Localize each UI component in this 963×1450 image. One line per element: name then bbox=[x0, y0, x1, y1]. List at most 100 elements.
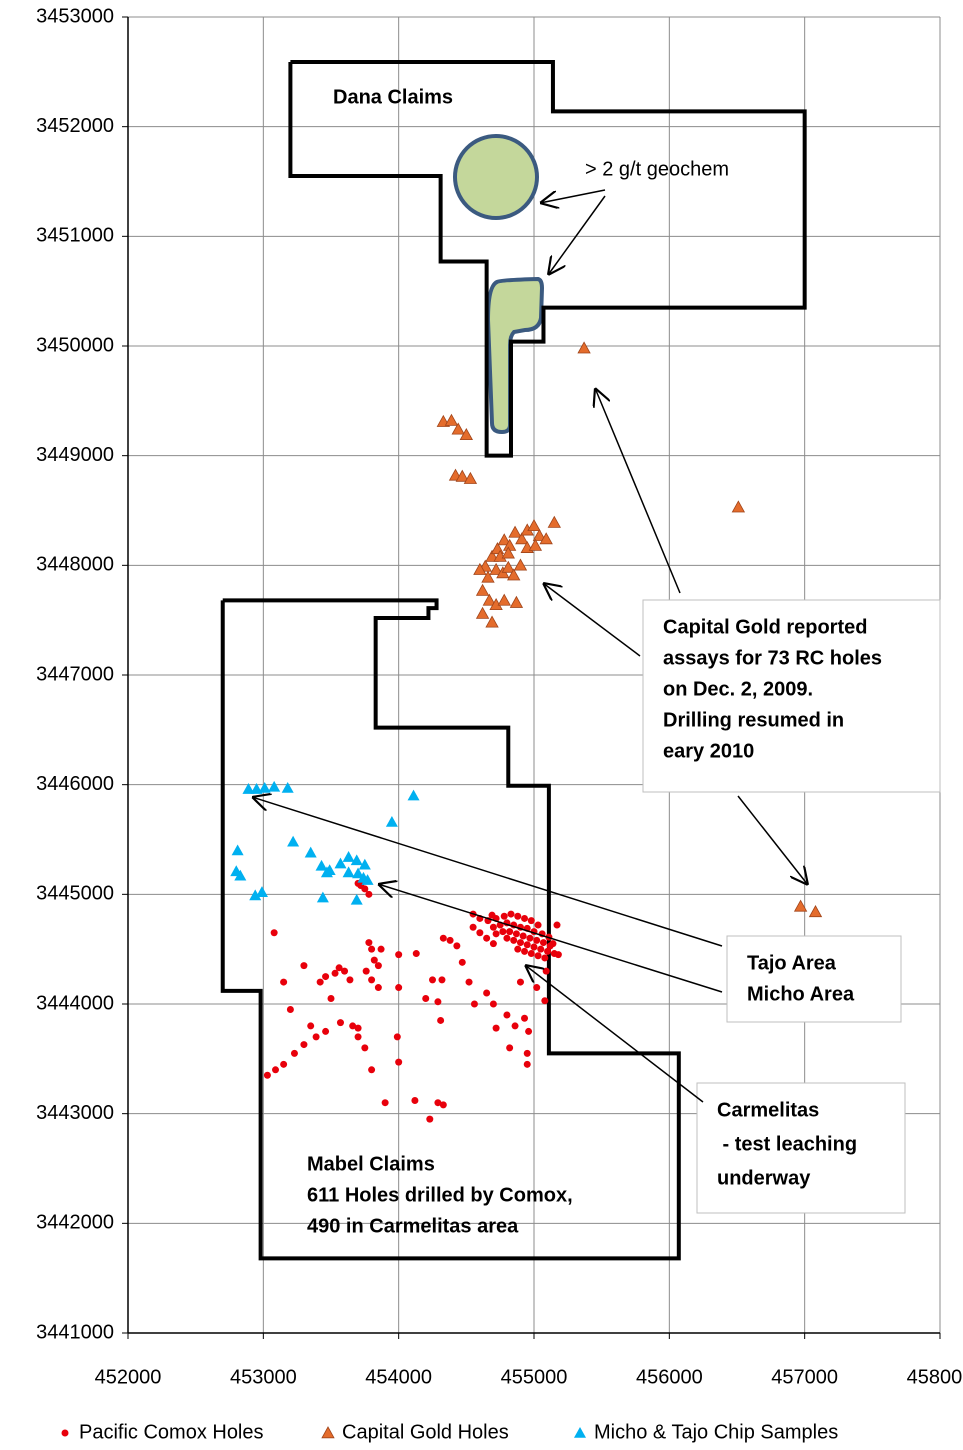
point bbox=[533, 984, 541, 992]
point bbox=[280, 1060, 288, 1068]
point bbox=[300, 962, 308, 970]
annotation: Drilling resumed in bbox=[663, 709, 844, 731]
point bbox=[312, 1033, 320, 1041]
legend-label: Micho & Tajo Chip Samples bbox=[594, 1421, 838, 1443]
x-tick-label: 455000 bbox=[501, 1366, 568, 1388]
point bbox=[374, 962, 382, 970]
point bbox=[503, 934, 511, 942]
point bbox=[451, 422, 465, 435]
y-tick-label: 3449000 bbox=[36, 444, 114, 466]
point bbox=[506, 928, 514, 936]
point bbox=[534, 921, 542, 929]
annotation: Capital Gold reported bbox=[663, 616, 867, 638]
point bbox=[429, 976, 436, 984]
point bbox=[300, 1041, 308, 1049]
point bbox=[286, 1005, 294, 1013]
point bbox=[350, 854, 363, 866]
y-tick-label: 3453000 bbox=[36, 5, 114, 27]
y-tick-label: 3447000 bbox=[36, 663, 114, 685]
point bbox=[395, 951, 403, 959]
point bbox=[407, 789, 420, 801]
point bbox=[509, 595, 524, 608]
claim-outlines bbox=[220, 59, 807, 1261]
point bbox=[342, 851, 355, 862]
point bbox=[354, 1033, 362, 1041]
claim-outline bbox=[220, 598, 681, 1261]
legend-marker bbox=[574, 1427, 586, 1438]
anomaly-circle bbox=[453, 134, 539, 220]
point bbox=[365, 939, 373, 947]
annotation: Micho Area bbox=[747, 983, 855, 1005]
point bbox=[412, 950, 420, 958]
arrow bbox=[543, 583, 641, 657]
point bbox=[533, 936, 541, 944]
annotation: Tajo Area bbox=[747, 952, 837, 974]
point bbox=[453, 942, 461, 950]
point bbox=[316, 891, 329, 903]
annotation-box bbox=[726, 935, 902, 1023]
point bbox=[514, 912, 522, 920]
point bbox=[346, 976, 354, 984]
arrow bbox=[548, 195, 606, 275]
point bbox=[521, 947, 529, 955]
x-tick-label: 454000 bbox=[365, 1366, 432, 1388]
annotation: > 2 g/t geochem bbox=[585, 158, 729, 180]
annotation: Carmelitas bbox=[717, 1099, 819, 1121]
point bbox=[465, 978, 473, 986]
point bbox=[497, 533, 511, 546]
point bbox=[272, 1066, 280, 1074]
annotation: Mabel Claims bbox=[307, 1153, 435, 1175]
point bbox=[315, 859, 328, 871]
point bbox=[438, 976, 446, 984]
point bbox=[342, 866, 355, 878]
point bbox=[365, 890, 373, 898]
point bbox=[349, 1022, 357, 1030]
point bbox=[473, 562, 487, 575]
point bbox=[316, 978, 324, 986]
point bbox=[525, 1027, 533, 1035]
annotation: - test leaching bbox=[717, 1133, 857, 1155]
point bbox=[539, 939, 547, 947]
x-tick-label: 458000 bbox=[907, 1366, 963, 1388]
point bbox=[361, 1044, 369, 1052]
point bbox=[255, 886, 268, 897]
point bbox=[361, 885, 369, 893]
arrow bbox=[378, 884, 723, 993]
point bbox=[352, 867, 365, 879]
axes: 452000 453000 454000 455000 456000 457000 4580… bbox=[36, 5, 963, 1388]
y-tick-label: 3445000 bbox=[36, 883, 114, 905]
point bbox=[374, 984, 382, 992]
point bbox=[793, 899, 808, 912]
y-tick-label: 3450000 bbox=[36, 334, 114, 356]
point bbox=[476, 929, 484, 937]
point bbox=[553, 921, 561, 929]
x-tick-label: 457000 bbox=[771, 1366, 838, 1388]
x-tick-label: 452000 bbox=[95, 1366, 162, 1388]
point bbox=[489, 940, 497, 948]
point bbox=[242, 783, 255, 794]
point bbox=[513, 558, 528, 571]
point bbox=[341, 967, 349, 975]
point bbox=[527, 917, 535, 925]
x-tick-label: 453000 bbox=[230, 1366, 297, 1388]
point bbox=[731, 500, 746, 513]
point bbox=[808, 905, 823, 918]
point bbox=[368, 945, 376, 953]
point bbox=[354, 1024, 362, 1032]
point bbox=[528, 538, 543, 551]
point bbox=[489, 1000, 497, 1008]
point bbox=[268, 780, 281, 792]
point bbox=[506, 1044, 514, 1052]
legend: Pacific Comox Holes Capital Gold Holes Mic… bbox=[61, 1421, 838, 1443]
point bbox=[426, 1115, 434, 1123]
point bbox=[463, 471, 478, 484]
point bbox=[368, 976, 376, 984]
point bbox=[322, 1027, 330, 1035]
point bbox=[485, 615, 499, 628]
annotation-box bbox=[642, 599, 941, 793]
arrows bbox=[252, 189, 808, 1103]
point bbox=[523, 941, 531, 949]
point bbox=[577, 341, 591, 354]
point bbox=[503, 1011, 511, 1019]
point bbox=[270, 929, 278, 937]
